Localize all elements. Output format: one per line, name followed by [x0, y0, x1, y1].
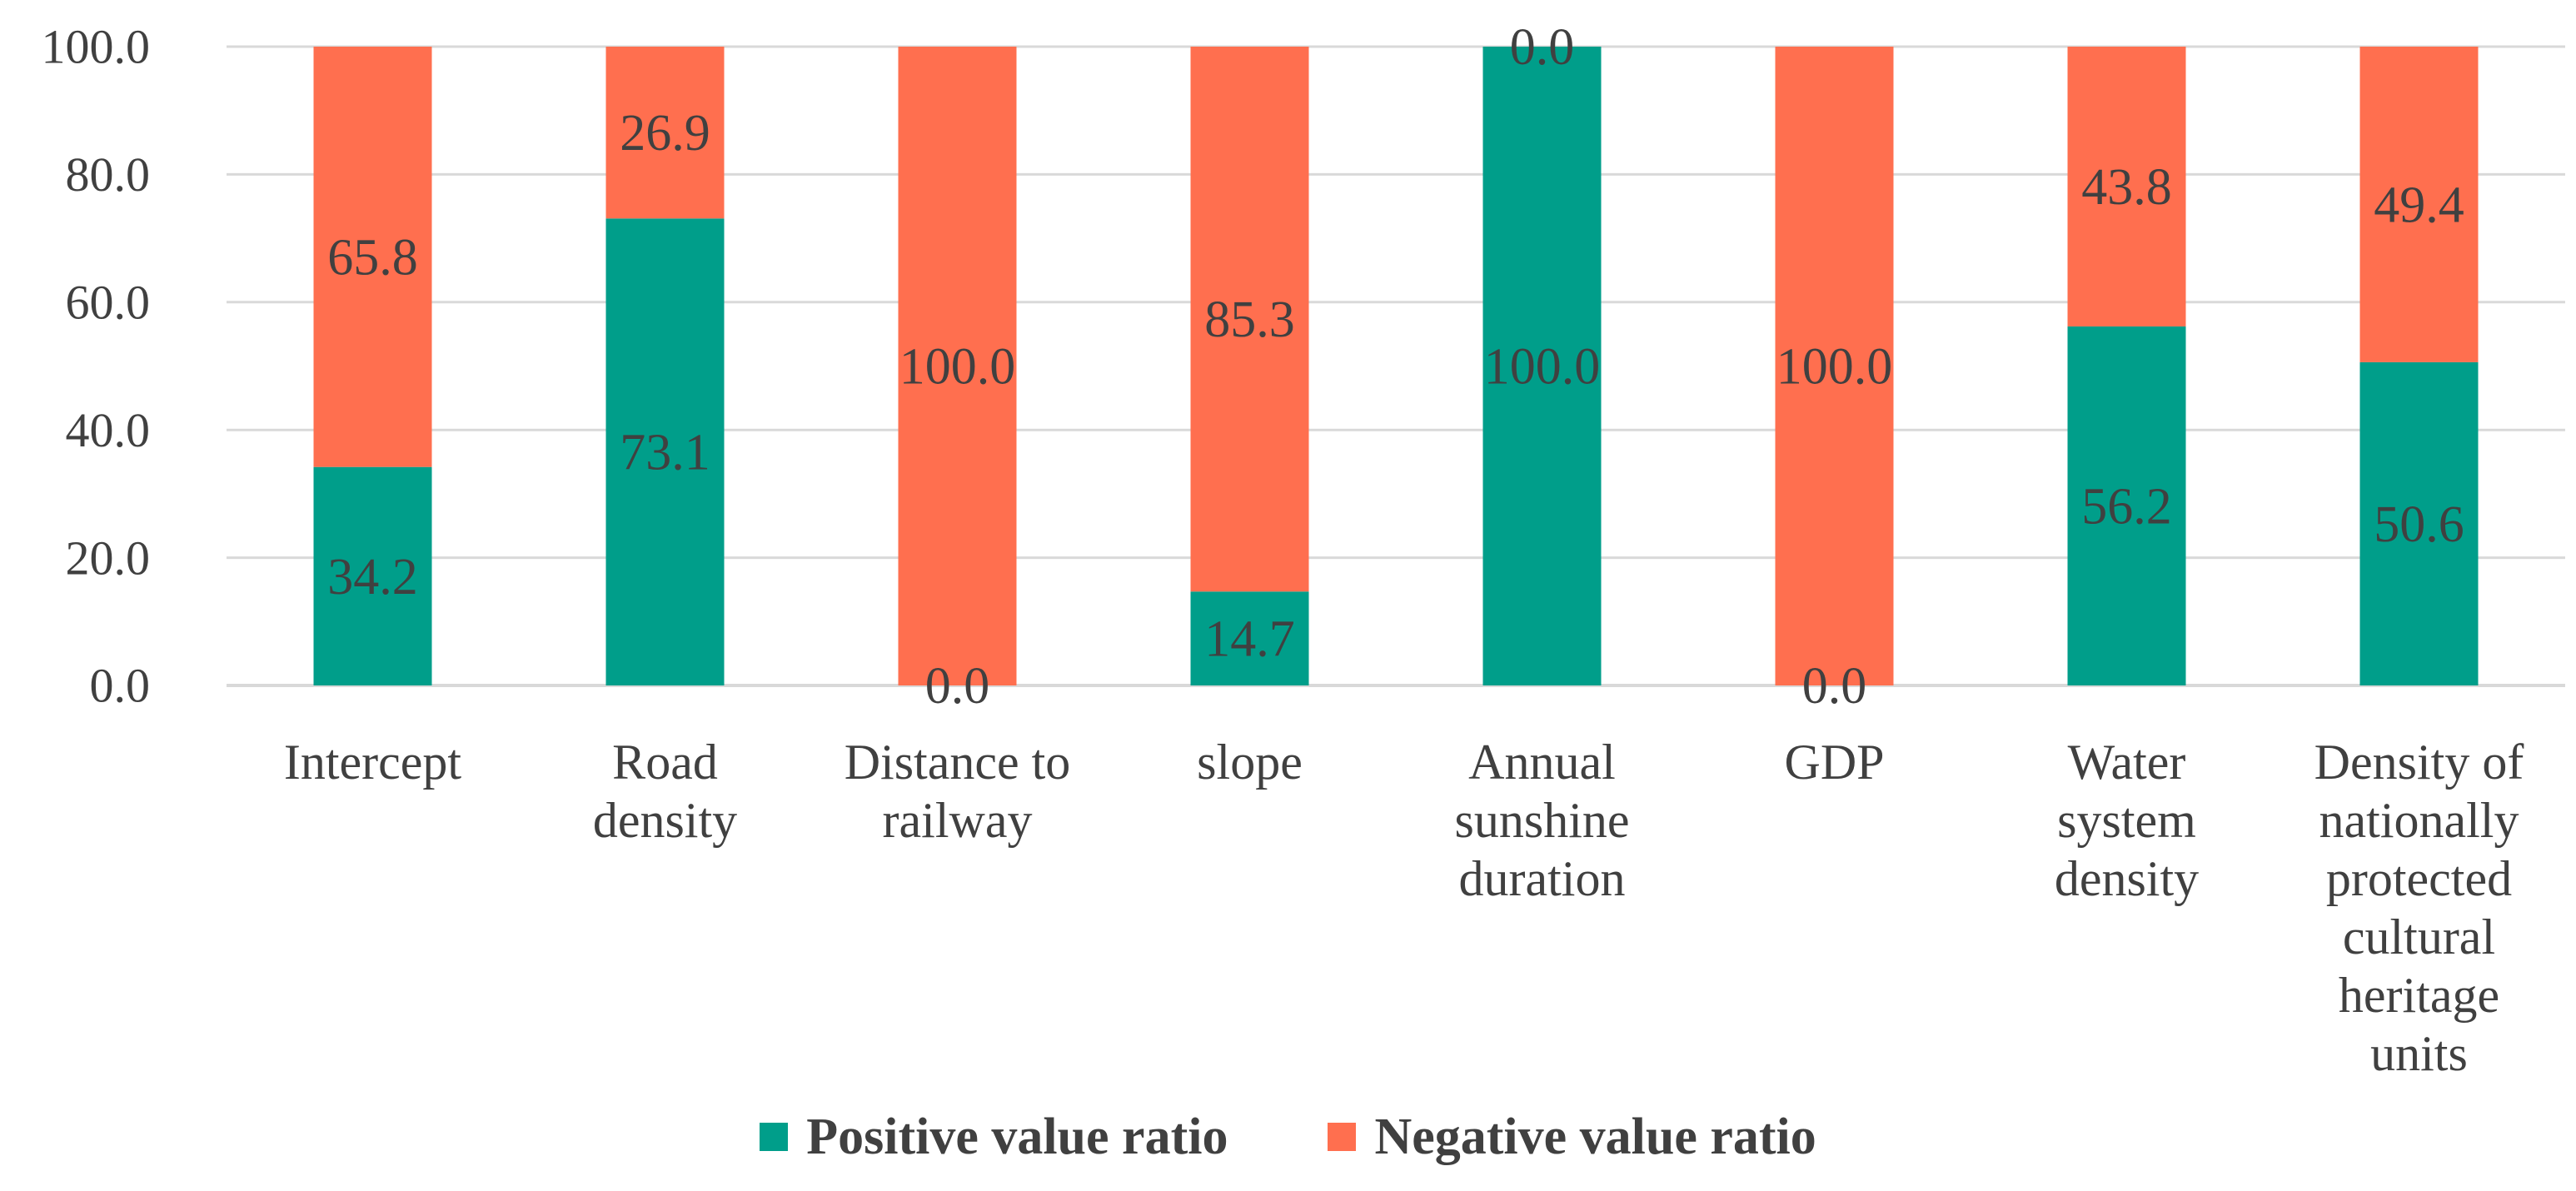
data-label-negative-5: 100.0: [1776, 339, 1893, 396]
bar-negative-0[interactable]: [313, 47, 432, 467]
data-label-positive-7: 50.6: [2374, 496, 2464, 553]
x-category-label-7: Density of: [2314, 735, 2524, 790]
x-category-label-4: duration: [1459, 851, 1626, 906]
x-category-label-7: heritage: [2339, 968, 2499, 1023]
y-tick-label: 0.0: [90, 659, 151, 713]
data-label-negative-2: 100.0: [899, 339, 1016, 396]
bar-negative-5[interactable]: [1775, 47, 1894, 685]
x-category-label-7: protected: [2326, 851, 2512, 906]
y-tick-label: 40.0: [66, 403, 151, 457]
x-category-label-7: units: [2370, 1026, 2468, 1081]
x-category-label-6: system: [2057, 793, 2196, 848]
bar-positive-4[interactable]: [1482, 47, 1602, 685]
bar-positive-1[interactable]: [605, 218, 725, 685]
data-label-positive-4: 100.0: [1484, 339, 1601, 396]
bar-positive-6[interactable]: [2067, 326, 2186, 685]
x-category-label-3: slope: [1197, 735, 1303, 790]
bar-positive-3[interactable]: [1190, 591, 1309, 685]
legend-item-positive[interactable]: Positive value ratio: [760, 1108, 1228, 1167]
x-category-label-2: Distance to: [845, 735, 1071, 790]
y-tick-label: 100.0: [42, 20, 151, 74]
data-label-negative-3: 85.3: [1204, 292, 1295, 348]
data-label-negative-7: 49.4: [2374, 177, 2464, 234]
bar-negative-2[interactable]: [898, 47, 1017, 685]
data-label-positive-2: 0.0: [925, 658, 990, 715]
data-label-positive-1: 73.1: [620, 425, 710, 481]
bar-negative-7[interactable]: [2359, 47, 2479, 362]
x-category-label-7: nationally: [2319, 793, 2519, 848]
data-label-negative-4: 0.0: [1510, 19, 1575, 76]
y-axis-ticks: 0.0 20.0 40.0 60.0 80.0 100.0: [42, 20, 151, 713]
data-label-positive-6: 56.2: [2081, 479, 2172, 536]
bar-negative-3[interactable]: [1190, 47, 1309, 592]
x-category-label-4: Annual: [1468, 735, 1616, 790]
x-category-label-1: density: [593, 793, 737, 848]
legend-label-positive: Positive value ratio: [806, 1108, 1228, 1165]
legend-swatch-negative: [1328, 1123, 1357, 1151]
bar-negative-1[interactable]: [605, 47, 725, 219]
x-category-label-6: Water: [2068, 735, 2186, 790]
data-label-positive-5: 0.0: [1802, 658, 1867, 715]
y-tick-label: 60.0: [66, 276, 151, 330]
data-labels: 34.2 65.8 73.1 26.9 0.0 100.0 14.7 85.3 100.0 0.0…: [327, 19, 2464, 715]
bar-positive-0[interactable]: [313, 466, 432, 685]
bars: [313, 47, 2479, 685]
x-category-label-4: sunshine: [1455, 793, 1630, 848]
bar-positive-7[interactable]: [2359, 361, 2479, 685]
data-label-negative-6: 43.8: [2081, 159, 2172, 216]
x-category-label-2: railway: [883, 793, 1033, 848]
x-category-label-0: Intercept: [284, 735, 462, 790]
legend: Positive value ratio Negative value rati…: [0, 1108, 2576, 1166]
data-label-positive-0: 34.2: [327, 549, 418, 605]
y-tick-label: 80.0: [66, 147, 151, 202]
gridlines: [227, 45, 2565, 687]
legend-label-negative: Negative value ratio: [1374, 1108, 1816, 1165]
legend-item-negative[interactable]: Negative value ratio: [1328, 1108, 1816, 1167]
x-category-label-1: Road: [612, 735, 718, 790]
bar-negative-6[interactable]: [2067, 47, 2186, 326]
data-label-negative-1: 26.9: [620, 105, 710, 162]
x-category-label-7: cultural: [2343, 909, 2495, 964]
x-category-label-6: density: [2055, 851, 2199, 906]
x-category-label-5: GDP: [1784, 735, 1884, 790]
data-label-positive-3: 14.7: [1204, 611, 1295, 668]
legend-swatch-positive: [760, 1123, 789, 1151]
data-label-negative-0: 65.8: [327, 229, 418, 286]
y-tick-label: 20.0: [66, 531, 151, 585]
